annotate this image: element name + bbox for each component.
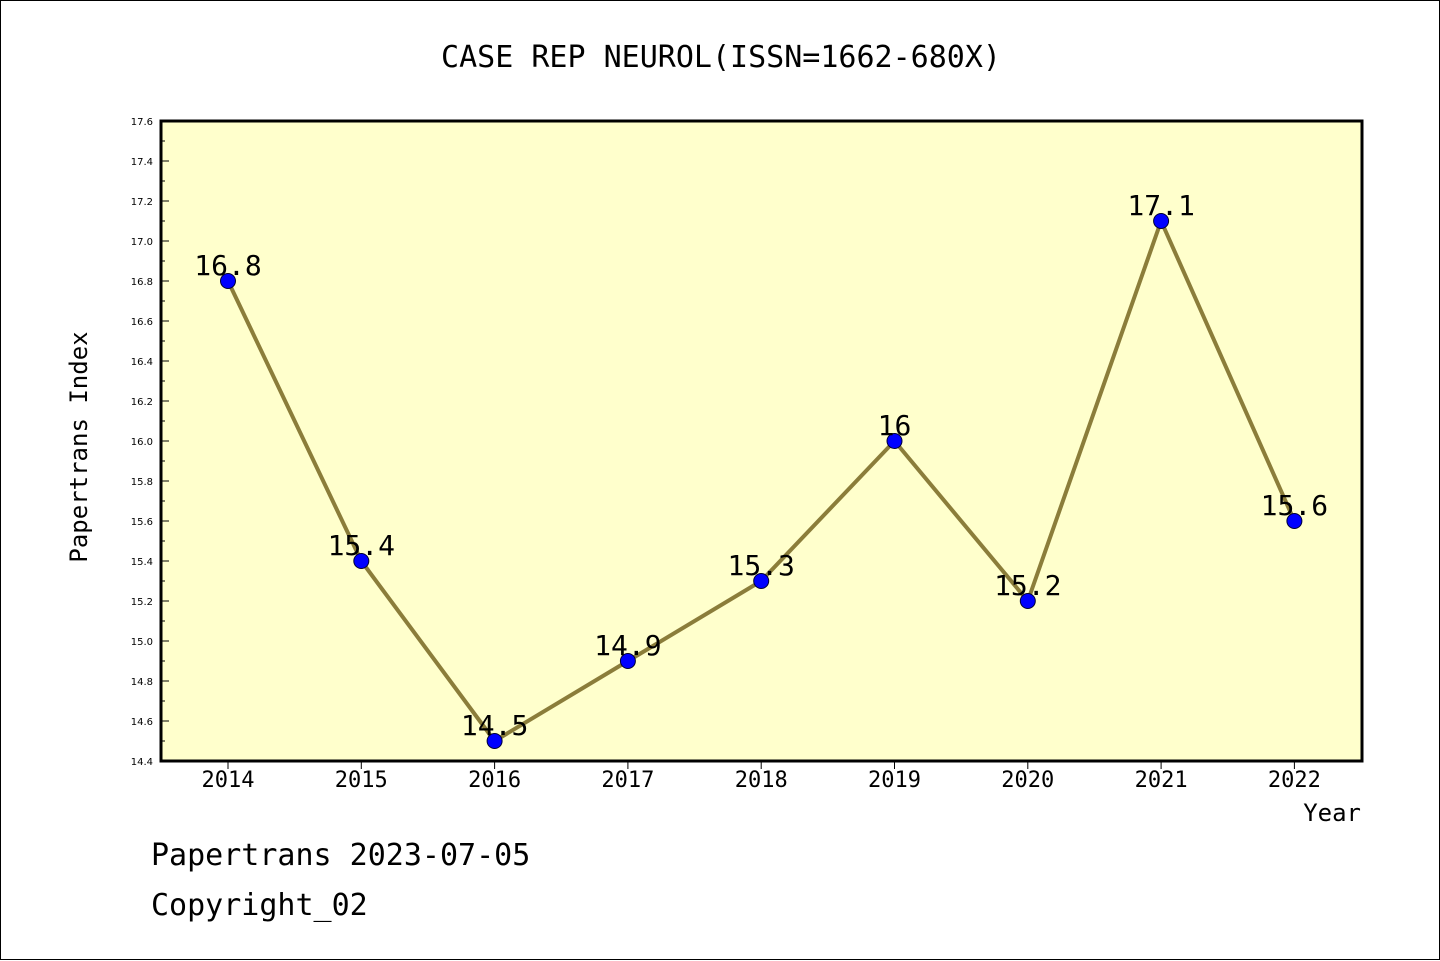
y-tick-label: 17.2 [131,197,153,208]
data-point [1153,213,1170,229]
data-label: 14.5 [461,709,528,742]
data-label: 14.9 [594,629,661,662]
data-point [486,733,503,749]
footer-source: Papertrans 2023-07-05 [151,838,530,873]
data-point [220,273,236,289]
data-label: 16 [878,409,912,442]
series-line-group [220,213,1303,749]
x-tick-label: 2017 [601,768,654,793]
y-tick-label: 16.0 [131,437,153,448]
y-tick-label: 16.6 [131,317,153,328]
data-point [619,653,636,669]
y-tick-label: 14.8 [131,677,153,688]
data-point [1286,513,1303,529]
x-tick-label: 2020 [1001,768,1054,793]
x-tick-label: 2014 [202,768,255,793]
x-tick-label: 2019 [868,768,921,793]
y-tick-label: 15.4 [131,557,153,568]
chart-title: CASE REP NEUROL(ISSN=1662-680X) [441,40,1001,75]
x-axis-label: Year [1303,799,1361,827]
x-tick-label: 2016 [468,768,521,793]
y-axis-label: Papertrans Index [65,331,93,562]
data-label: 16.8 [194,249,261,282]
x-tick-label: 2022 [1268,768,1321,793]
data-label: 15.2 [994,569,1061,602]
x-tick-label: 2015 [335,768,388,793]
y-tick-label: 15.2 [131,597,153,608]
x-tick-label: 2021 [1135,768,1188,793]
y-tick-label: 16.4 [131,357,153,368]
y-tick-label: 15.0 [131,637,153,648]
y-tick-label: 15.6 [131,517,153,528]
y-tick-label: 17.4 [131,157,153,168]
y-tick-label: 17.0 [131,237,153,248]
data-point [753,573,770,589]
y-tick-label: 17.6 [131,117,153,128]
data-point [353,553,370,569]
x-tick-label: 2018 [735,768,788,793]
data-label: 15.3 [727,549,794,582]
y-tick-label: 16.8 [131,277,153,288]
data-label: 15.6 [1261,489,1328,522]
data-label: 17.1 [1127,189,1194,222]
x-axis: 2014 2015 2016 2017 2018 2019 2020 2021 2022 [202,761,1321,793]
footer-copyright: Copyright_02 [151,888,368,923]
y-tick-label: 16.2 [131,397,153,408]
data-label: 15.4 [328,529,395,562]
data-point [886,433,903,449]
y-tick-label: 15.8 [131,477,153,488]
data-labels-group: 16.8 15.4 14.5 14.9 15.3 16 15.2 17.1 15.6 [194,189,1328,742]
data-point [1019,593,1036,609]
y-tick-label: 14.6 [131,717,153,728]
y-tick-label: 14.4 [131,757,153,768]
y-axis: 14.4 14.6 14.8 15.0 15.2 15.4 15.6 15.8 16.0 16.2… [131,117,169,768]
